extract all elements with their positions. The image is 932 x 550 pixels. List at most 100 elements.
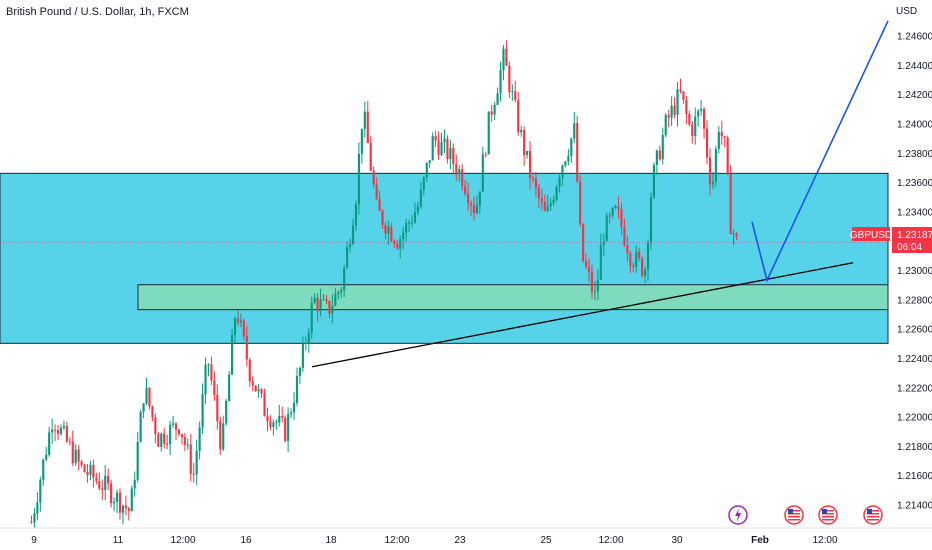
candle-body: [579, 181, 582, 224]
candle-body: [455, 163, 458, 175]
x-tick-label: 12:00: [812, 535, 837, 546]
candle-body: [248, 359, 251, 382]
projection-path[interactable]: [751, 20, 889, 283]
y-tick-label: 1.24000: [897, 120, 932, 131]
candle-body: [567, 155, 570, 162]
candle-body: [561, 165, 564, 178]
candle-body: [623, 227, 626, 246]
x-tick-label: 16: [240, 535, 252, 546]
x-tick-label: 12:00: [598, 535, 623, 546]
candle-body: [732, 233, 735, 235]
candle-body: [298, 367, 301, 376]
y-tick-label: 1.23000: [897, 266, 932, 277]
candle-body: [558, 177, 561, 187]
candle-body: [641, 257, 644, 277]
candle-body: [676, 89, 679, 116]
price-axis[interactable]: USD 1.24600 1.24400 1.24200 1.24000 1.23800 1.…: [896, 6, 932, 512]
x-tick-label: 25: [540, 535, 552, 546]
candle-body: [508, 65, 511, 93]
candle-body: [45, 454, 48, 460]
candle-body: [399, 239, 402, 249]
candle-body: [685, 99, 688, 115]
candle-body: [540, 198, 543, 202]
candle-body: [428, 160, 431, 163]
candle-body: [68, 441, 71, 443]
candle-body: [514, 91, 517, 100]
candle-body: [546, 206, 549, 211]
candle-body: [295, 375, 299, 403]
candle-body: [422, 177, 425, 190]
us-flag-icon[interactable]: [863, 505, 883, 525]
candle-body: [160, 433, 163, 447]
events-layer: [728, 505, 883, 525]
y-tick-label: 1.22000: [897, 413, 932, 424]
y-tick-label: 1.22600: [897, 325, 932, 336]
candle-body: [169, 424, 172, 445]
candle-body: [313, 297, 316, 303]
candle-body: [667, 114, 670, 118]
support-zone[interactable]: [137, 284, 889, 311]
candle-body: [340, 290, 343, 292]
candle-body: [363, 111, 366, 129]
candle-body: [644, 269, 647, 277]
candle-body: [661, 135, 664, 160]
x-tick-label: 12:00: [170, 535, 195, 546]
time-axis[interactable]: 9 11 12:00 16 18 12:00 23 25 12:00 30 Feb 12:00: [0, 527, 932, 546]
candle-body: [59, 427, 63, 434]
candle-body: [192, 473, 195, 475]
candle-body: [384, 225, 387, 234]
candle-body: [316, 297, 319, 312]
candle-body: [92, 464, 95, 478]
candle-body: [378, 198, 381, 211]
candle-body: [80, 461, 83, 465]
candle-body: [626, 245, 629, 254]
candle-body: [233, 318, 237, 335]
candle-body: [301, 343, 304, 368]
candle-body: [723, 136, 726, 138]
candle-body: [139, 411, 142, 442]
y-tick-label: 1.24200: [897, 90, 932, 101]
candle-body: [655, 150, 658, 166]
candle-body: [369, 143, 372, 171]
us-flag-icon[interactable]: [818, 505, 838, 525]
y-tick-label: 1.21800: [897, 442, 932, 453]
candle-body: [469, 203, 473, 206]
candle-body: [183, 437, 186, 445]
chart-title: British Pound / U.S. Dollar, 1h, FXCM: [6, 6, 189, 18]
candle-body: [523, 129, 526, 156]
candle-body: [502, 48, 505, 70]
candle-body: [402, 232, 405, 240]
candle-body: [425, 162, 428, 178]
symbol-label: GBPUSD: [850, 230, 892, 241]
candle-body: [219, 421, 222, 450]
price-badge: GBPUSD 1.23187 06:04: [850, 227, 932, 253]
x-tick-label: 30: [671, 535, 683, 546]
candle-body: [599, 244, 602, 280]
candle-body: [251, 381, 254, 386]
us-flag-icon[interactable]: [784, 505, 804, 525]
candle-body: [177, 429, 181, 435]
candle-body: [590, 272, 594, 292]
candle-body: [351, 225, 355, 245]
last-price: 1.23187: [897, 230, 932, 241]
y-tick-label: 1.22200: [897, 383, 932, 394]
candle-body: [115, 492, 119, 502]
candle-body: [585, 261, 588, 267]
candle-body: [346, 247, 349, 268]
candle-body: [635, 251, 638, 267]
candle-body: [33, 513, 36, 523]
lightning-icon[interactable]: [728, 505, 748, 525]
candle-body: [154, 417, 157, 434]
candle-body: [216, 394, 219, 422]
candle-body: [390, 226, 393, 242]
y-tick-label: 1.22800: [897, 295, 932, 306]
resistance-zone[interactable]: [0, 172, 889, 344]
candle-body: [520, 129, 523, 133]
last-price-badge: [892, 227, 932, 253]
candle-body: [284, 417, 287, 441]
candle-body: [269, 421, 272, 427]
trendline[interactable]: [311, 262, 854, 368]
candle-body: [416, 206, 419, 213]
candle-body: [688, 114, 691, 125]
